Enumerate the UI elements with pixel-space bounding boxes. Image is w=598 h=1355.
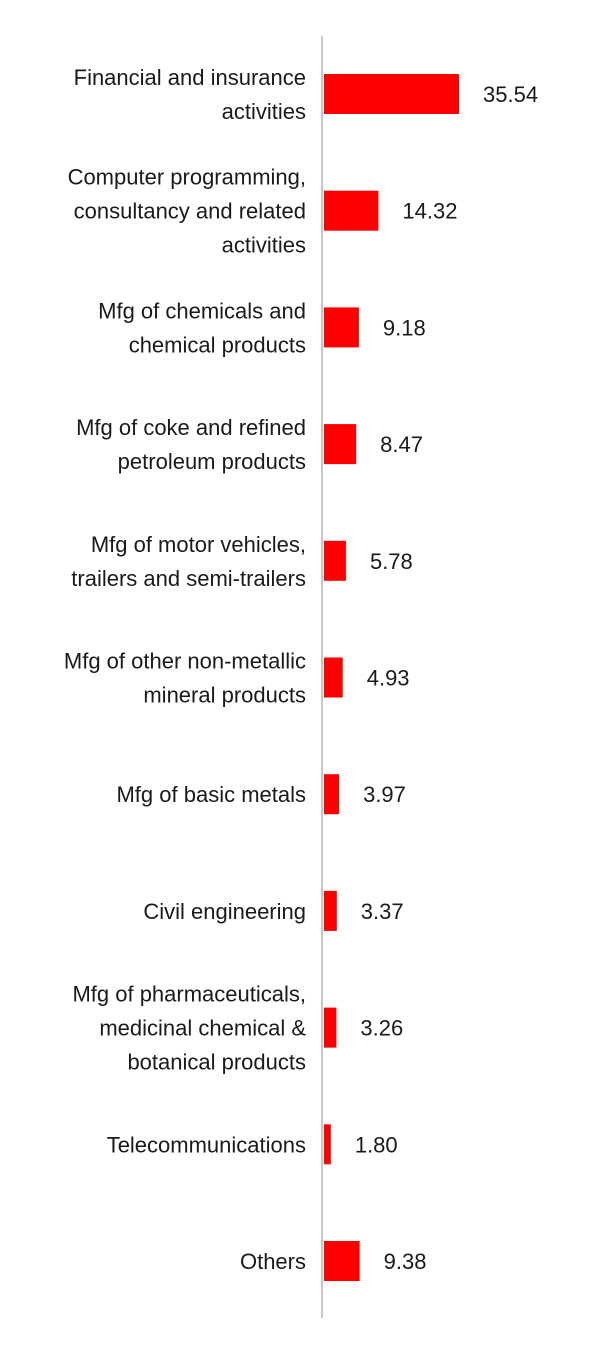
category-label-line: Others <box>240 1249 306 1274</box>
data-label: 4.93 <box>367 666 410 691</box>
bar <box>324 540 346 581</box>
category-label: Mfg of other non-metallic mineral product… <box>64 649 306 708</box>
category-label-line: botanical products <box>127 1050 306 1075</box>
bar <box>324 307 359 348</box>
category-label: Telecommunications <box>107 1132 306 1157</box>
category-label-line: Mfg of chemicals and <box>98 298 306 323</box>
category-label-line: consultancy and related <box>74 199 306 224</box>
data-label: 3.37 <box>361 899 404 924</box>
data-label: 14.32 <box>402 199 457 224</box>
data-label: 9.38 <box>384 1249 427 1274</box>
category-label-line: Mfg of motor vehicles, <box>91 532 306 557</box>
category-labels-group: Financial and insurance activitiesCompute… <box>64 65 306 1274</box>
data-label: 9.18 <box>383 315 426 340</box>
data-label: 5.78 <box>370 549 413 574</box>
bar <box>324 424 357 465</box>
data-label: 1.80 <box>355 1132 398 1157</box>
bars-group <box>324 74 460 1281</box>
category-label-line: trailers and semi-trailers <box>71 566 306 591</box>
bar <box>324 774 340 815</box>
category-label-line: Computer programming, <box>68 165 306 190</box>
category-label-line: Telecommunications <box>107 1132 306 1157</box>
category-label: Mfg of basic metals <box>116 782 306 807</box>
category-label-line: medicinal chemical & <box>99 1016 306 1041</box>
bar <box>324 1007 337 1048</box>
data-label: 3.97 <box>363 782 406 807</box>
category-label: Mfg of pharmaceuticals, medicinal chemica… <box>72 982 306 1075</box>
data-label: 3.26 <box>360 1016 403 1041</box>
bar <box>324 1124 331 1165</box>
bar <box>324 657 343 698</box>
category-label-line: mineral products <box>143 683 306 708</box>
data-label: 8.47 <box>380 432 423 457</box>
category-label-line: Mfg of coke and refined <box>76 415 306 440</box>
bar <box>324 890 337 931</box>
category-label-line: Mfg of pharmaceuticals, <box>72 982 306 1007</box>
category-label: Computer programming, consultancy and rel… <box>68 165 306 258</box>
category-label: Mfg of motor vehicles, trailers and semi-… <box>71 532 306 591</box>
bar <box>324 1241 360 1281</box>
category-label-line: activities <box>222 99 306 124</box>
category-label: Civil engineering <box>143 899 306 924</box>
category-label-line: Financial and insurance <box>74 65 306 90</box>
category-label-line: chemical products <box>129 332 306 357</box>
category-label: Others <box>240 1249 306 1274</box>
bar <box>324 74 460 114</box>
category-label-line: Mfg of basic metals <box>116 782 306 807</box>
category-label: Mfg of coke and refined petroleum product… <box>76 415 306 474</box>
category-label-line: Civil engineering <box>143 899 306 924</box>
category-label-line: Mfg of other non-metallic <box>64 649 306 674</box>
category-label: Financial and insurance activities <box>74 65 306 124</box>
category-label-line: petroleum products <box>118 449 306 474</box>
value-labels-group: 35.54 14.32 9.18 8.47 5.78 4.93 3.97 3.37 3.26 1.… <box>355 82 538 1274</box>
bar <box>324 190 379 231</box>
category-label-line: activities <box>222 233 306 258</box>
category-label: Mfg of chemicals and chemical products <box>98 298 306 357</box>
data-label: 35.54 <box>483 82 538 107</box>
